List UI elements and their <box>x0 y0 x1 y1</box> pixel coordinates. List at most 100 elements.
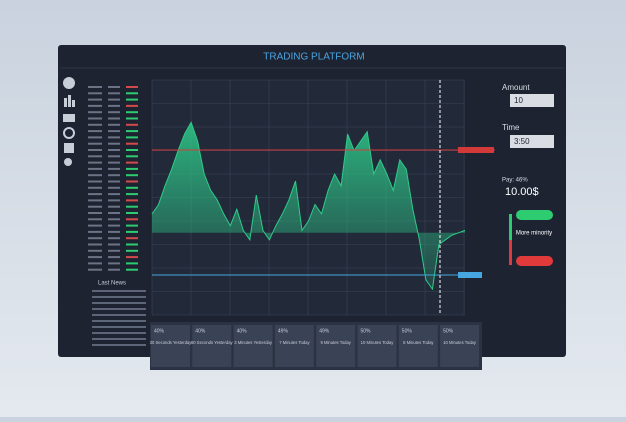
price-area <box>152 122 465 290</box>
cell <box>88 199 102 202</box>
cell <box>108 136 120 139</box>
cell <box>88 117 102 120</box>
cell <box>88 218 102 221</box>
cell <box>108 249 120 252</box>
cell <box>88 155 102 158</box>
expiry-tile[interactable] <box>357 325 397 367</box>
tile-label: 7 Minutes Today <box>279 340 310 345</box>
cell <box>126 92 138 95</box>
tile-label: 10 Minutes Today <box>361 340 395 345</box>
expiry-tile[interactable] <box>316 325 356 367</box>
cell <box>88 136 102 139</box>
expiry-tile[interactable] <box>151 325 190 367</box>
cell <box>126 230 138 233</box>
news-line <box>92 326 146 328</box>
sell-tag <box>458 147 494 153</box>
cell <box>108 212 120 214</box>
tile-pct: 50% <box>443 328 454 334</box>
cell <box>88 249 102 252</box>
cell <box>108 199 120 202</box>
cell <box>126 136 138 139</box>
cell <box>88 174 102 177</box>
cell <box>126 123 138 126</box>
cell <box>108 98 120 101</box>
up-bar <box>509 214 512 240</box>
news-list <box>92 290 146 346</box>
cell <box>126 237 138 240</box>
time-input[interactable] <box>510 135 554 148</box>
news-line <box>92 308 146 310</box>
put-button[interactable] <box>516 256 553 266</box>
cell <box>88 262 102 265</box>
cell <box>126 161 138 164</box>
cell <box>108 86 120 88</box>
cell <box>108 161 120 164</box>
cell <box>108 142 120 145</box>
cell <box>88 111 102 114</box>
cell <box>108 174 120 177</box>
tile-label: 30 Seconds Yesterday <box>150 340 193 345</box>
cell <box>88 237 102 240</box>
cell <box>126 174 138 177</box>
tile-pct: 50% <box>402 328 413 334</box>
cell <box>126 98 138 101</box>
cell <box>126 243 138 246</box>
cell <box>126 142 138 145</box>
cell <box>88 193 102 196</box>
cell <box>88 98 102 101</box>
pay-label: Pay: 46% <box>502 178 528 184</box>
cell <box>126 104 138 107</box>
cell <box>108 92 120 95</box>
cell <box>126 130 138 133</box>
news-line <box>92 320 146 322</box>
tile-pct: 40% <box>154 328 165 334</box>
news-line <box>92 314 146 316</box>
cell <box>108 117 120 120</box>
cell <box>126 224 138 227</box>
tile-label: 8 Minutes Today <box>403 340 434 345</box>
cell <box>126 180 138 183</box>
cell <box>88 224 102 227</box>
cell <box>88 149 102 151</box>
cell <box>108 186 120 189</box>
expiry-tile[interactable] <box>192 325 232 367</box>
cell <box>88 142 102 145</box>
cell <box>108 205 120 208</box>
cell <box>126 193 138 196</box>
tile-pct: 40% <box>237 328 248 334</box>
call-button[interactable] <box>516 210 553 220</box>
cell <box>126 155 138 158</box>
cell <box>108 230 120 233</box>
cell <box>126 249 138 252</box>
news-title: Last News <box>98 281 126 287</box>
expiry-tile[interactable] <box>398 325 438 367</box>
cell <box>88 256 102 259</box>
amount-value: 10 <box>514 96 523 105</box>
cell <box>126 262 138 265</box>
cell <box>88 161 102 164</box>
cell <box>88 243 102 246</box>
cell <box>108 104 120 107</box>
cell <box>108 155 120 158</box>
cell <box>126 199 138 202</box>
cell <box>88 167 102 170</box>
expiry-tile[interactable] <box>274 325 314 367</box>
amount-input[interactable] <box>510 94 554 107</box>
news-line <box>92 332 146 334</box>
tile-pct: 49% <box>319 328 330 334</box>
cell <box>108 130 120 133</box>
cell <box>108 111 120 114</box>
cell <box>108 262 120 265</box>
news-line <box>92 296 146 298</box>
cell <box>126 167 138 170</box>
cell <box>126 86 138 88</box>
cell <box>88 123 102 126</box>
expiry-tile[interactable] <box>233 325 273 367</box>
cell <box>88 205 102 208</box>
cell <box>88 212 102 214</box>
cell <box>108 243 120 246</box>
tile-label: 3 Minutes Yesterday <box>234 340 273 345</box>
expiry-tile[interactable] <box>440 325 480 367</box>
